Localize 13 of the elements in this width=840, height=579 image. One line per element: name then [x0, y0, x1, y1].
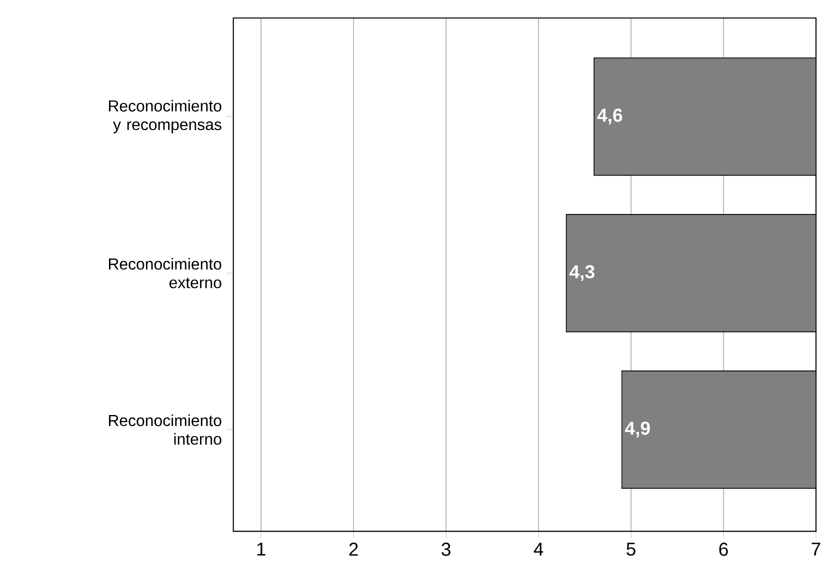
data-label: 4,6: [597, 108, 622, 124]
y-tick-label: Reconocimiento externo: [108, 258, 222, 288]
x-tick-label: 4: [534, 542, 544, 556]
data-label: 4,3: [570, 265, 594, 281]
data-label: 4,9: [625, 422, 650, 438]
x-tick-label: 7: [812, 542, 820, 556]
x-tick-label: 3: [442, 542, 450, 556]
x-tick-label: 1: [257, 542, 266, 556]
x-tick-label: 6: [719, 542, 728, 556]
y-tick-label: Reconocimiento interno: [108, 414, 222, 445]
y-tick-label: Reconocimiento y recompensas: [108, 100, 222, 134]
x-tick-label: 5: [626, 542, 636, 556]
x-tick-label: 2: [349, 542, 358, 556]
